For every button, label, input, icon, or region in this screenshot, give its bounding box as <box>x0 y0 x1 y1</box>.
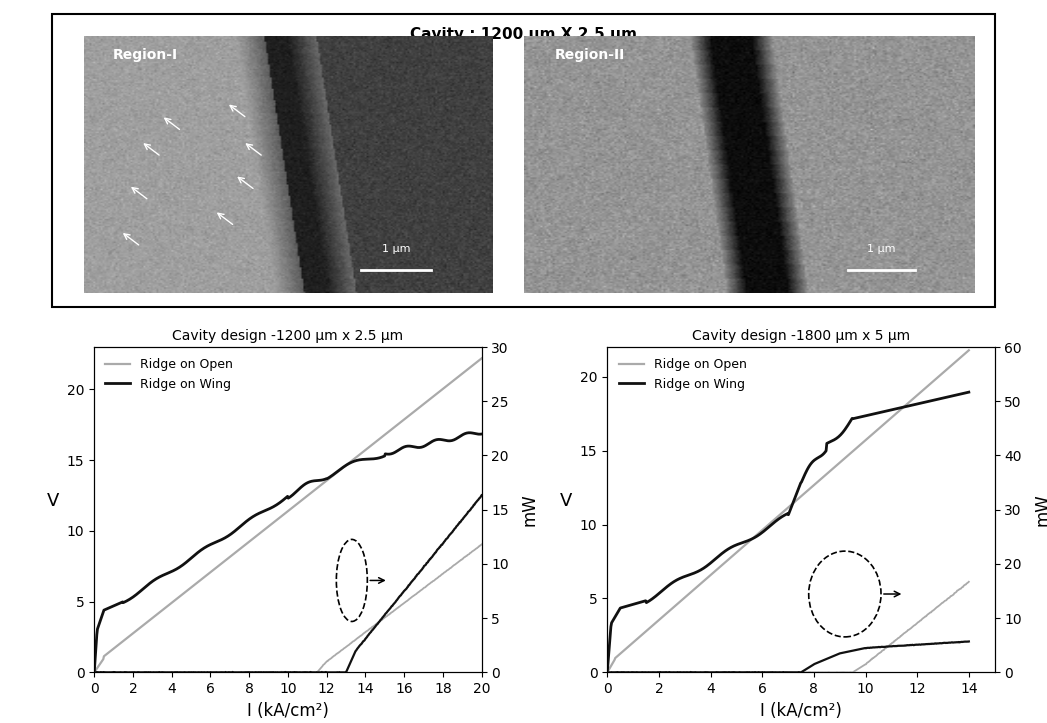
Ridge on Wing <box>347 458 359 466</box>
Ridge on Open <box>187 581 200 590</box>
Ridge on Wing <box>817 450 829 459</box>
Ridge on Wing <box>263 505 275 513</box>
Line: Ridge on Open: Ridge on Open <box>94 359 482 672</box>
Ridge on Open <box>316 479 329 488</box>
Legend: Ridge on Open, Ridge on Wing: Ridge on Open, Ridge on Wing <box>101 354 239 395</box>
Text: Cavity : 1200 μm X 2.5 μm: Cavity : 1200 μm X 2.5 μm <box>410 27 637 43</box>
X-axis label: I (kA/cm²): I (kA/cm²) <box>247 701 329 719</box>
Ridge on Open <box>380 429 393 438</box>
Ridge on Open <box>817 474 829 482</box>
Ridge on Wing <box>156 571 169 580</box>
Ridge on Wing <box>380 450 393 458</box>
Line: Ridge on Open: Ridge on Open <box>607 350 968 672</box>
X-axis label: I (kA/cm²): I (kA/cm²) <box>760 701 842 719</box>
Line: Ridge on Wing: Ridge on Wing <box>607 392 968 672</box>
Ridge on Wing <box>187 552 200 560</box>
Ridge on Wing <box>773 514 785 523</box>
Ridge on Wing <box>797 474 809 483</box>
Ridge on Wing <box>475 429 488 438</box>
Ridge on Wing <box>775 513 787 521</box>
Y-axis label: mW: mW <box>520 493 538 526</box>
Ridge on Wing <box>954 390 966 398</box>
Ridge on Wing <box>316 476 329 484</box>
Y-axis label: V: V <box>560 492 573 510</box>
Ridge on Wing <box>88 668 101 677</box>
Title: Cavity design -1200 μm x 2.5 μm: Cavity design -1200 μm x 2.5 μm <box>173 329 403 343</box>
Text: 1 μm: 1 μm <box>382 244 410 254</box>
Title: Cavity design -1800 μm x 5 μm: Cavity design -1800 μm x 5 μm <box>692 329 910 343</box>
Ridge on Wing <box>601 668 614 677</box>
Ridge on Open <box>475 354 488 363</box>
Ridge on Wing <box>463 429 475 437</box>
Text: 1 μm: 1 μm <box>867 244 895 254</box>
Ridge on Open <box>775 509 787 518</box>
Ridge on Wing <box>897 403 910 411</box>
Ridge on Open <box>797 490 809 499</box>
Ridge on Open <box>773 511 785 520</box>
Ridge on Open <box>88 668 101 677</box>
Ridge on Open <box>962 346 975 354</box>
Ridge on Open <box>156 605 169 614</box>
Text: Region-I: Region-I <box>112 48 178 62</box>
Ridge on Wing <box>962 388 975 396</box>
Ridge on Open <box>347 455 359 464</box>
Y-axis label: V: V <box>47 492 60 510</box>
Y-axis label: mW: mW <box>1033 493 1047 526</box>
Text: Region-II: Region-II <box>555 48 625 62</box>
Ridge on Open <box>954 354 966 362</box>
Ridge on Open <box>601 668 614 677</box>
Ridge on Open <box>263 521 275 530</box>
Legend: Ridge on Open, Ridge on Wing: Ridge on Open, Ridge on Wing <box>614 354 752 395</box>
Ridge on Open <box>897 403 910 411</box>
Line: Ridge on Wing: Ridge on Wing <box>94 433 482 672</box>
